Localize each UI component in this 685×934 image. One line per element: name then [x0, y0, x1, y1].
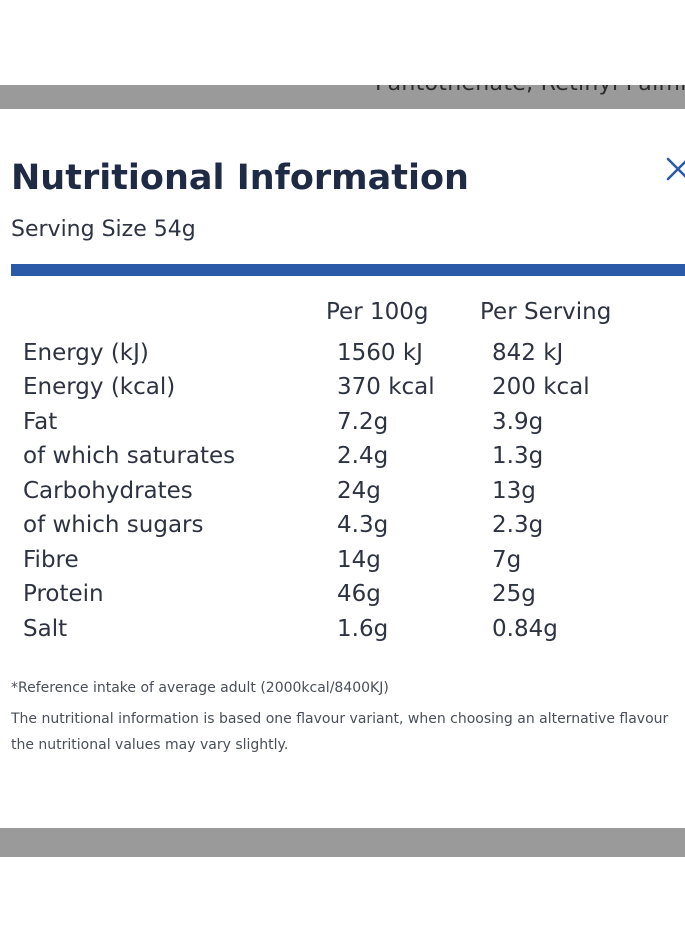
- table-row: Energy (kcal) 370 kcal 200 kcal: [0, 374, 685, 408]
- table-row: Energy (kJ) 1560 kJ 842 kJ: [0, 340, 685, 374]
- value-per-100g: 7.2g: [337, 409, 389, 435]
- value-per-serving: 842 kJ: [492, 340, 564, 366]
- value-per-100g: 24g: [337, 478, 381, 504]
- table-row: Salt 1.6g 0.84g: [0, 616, 685, 650]
- value-per-100g: 46g: [337, 581, 381, 607]
- nutrient-label: Salt: [23, 616, 68, 642]
- nutrient-label: Energy (kJ): [23, 340, 149, 366]
- nutrient-label: Fat: [23, 409, 58, 435]
- serving-size: Serving Size 54g: [11, 217, 196, 242]
- modal-title: Nutritional Information: [11, 158, 469, 198]
- background-page-text: Pantothenate, Retinyl Palmi: [375, 85, 685, 96]
- page-background-top: [0, 0, 685, 85]
- column-header-per-serving: Per Serving: [480, 299, 612, 325]
- value-per-serving: 7g: [492, 547, 522, 573]
- nutrition-table: Per 100g Per Serving Energy (kJ) 1560 kJ…: [0, 109, 685, 828]
- value-per-100g: 1.6g: [337, 616, 389, 642]
- value-per-serving: 3.9g: [492, 409, 544, 435]
- backdrop-overlay-top[interactable]: Pantothenate, Retinyl Palmi: [0, 85, 685, 109]
- nutrient-label: Protein: [23, 581, 104, 607]
- nutrient-label: of which saturates: [23, 443, 236, 469]
- accent-divider: [11, 264, 685, 276]
- value-per-serving: 2.3g: [492, 512, 544, 538]
- reference-intake-footnote: *Reference intake of average adult (2000…: [11, 680, 389, 696]
- value-per-serving: 13g: [492, 478, 536, 504]
- value-per-100g: 370 kcal: [337, 374, 435, 400]
- table-row: Carbohydrates 24g 13g: [0, 478, 685, 512]
- nutrient-label: Carbohydrates: [23, 478, 193, 504]
- table-row: of which saturates 2.4g 1.3g: [0, 443, 685, 477]
- value-per-serving: 1.3g: [492, 443, 544, 469]
- value-per-serving: 0.84g: [492, 616, 558, 642]
- value-per-serving: 25g: [492, 581, 536, 607]
- column-header-per-100g: Per 100g: [326, 299, 429, 325]
- value-per-100g: 2.4g: [337, 443, 389, 469]
- table-row: Fibre 14g 7g: [0, 547, 685, 581]
- nutrient-label: Fibre: [23, 547, 79, 573]
- table-row: Protein 46g 25g: [0, 581, 685, 615]
- nutrition-modal: Nutritional Information Serving Size 54g…: [0, 109, 685, 828]
- value-per-100g: 14g: [337, 547, 381, 573]
- page-background-bottom: [0, 857, 685, 934]
- flavour-disclaimer: The nutritional information is based one…: [11, 711, 669, 753]
- value-per-100g: 1560 kJ: [337, 340, 423, 366]
- value-per-100g: 4.3g: [337, 512, 389, 538]
- backdrop-overlay-bottom[interactable]: [0, 828, 685, 857]
- value-per-serving: 200 kcal: [492, 374, 590, 400]
- table-row: of which sugars 4.3g 2.3g: [0, 512, 685, 546]
- nutrient-label: of which sugars: [23, 512, 204, 538]
- table-row: Fat 7.2g 3.9g: [0, 409, 685, 443]
- nutrient-label: Energy (kcal): [23, 374, 176, 400]
